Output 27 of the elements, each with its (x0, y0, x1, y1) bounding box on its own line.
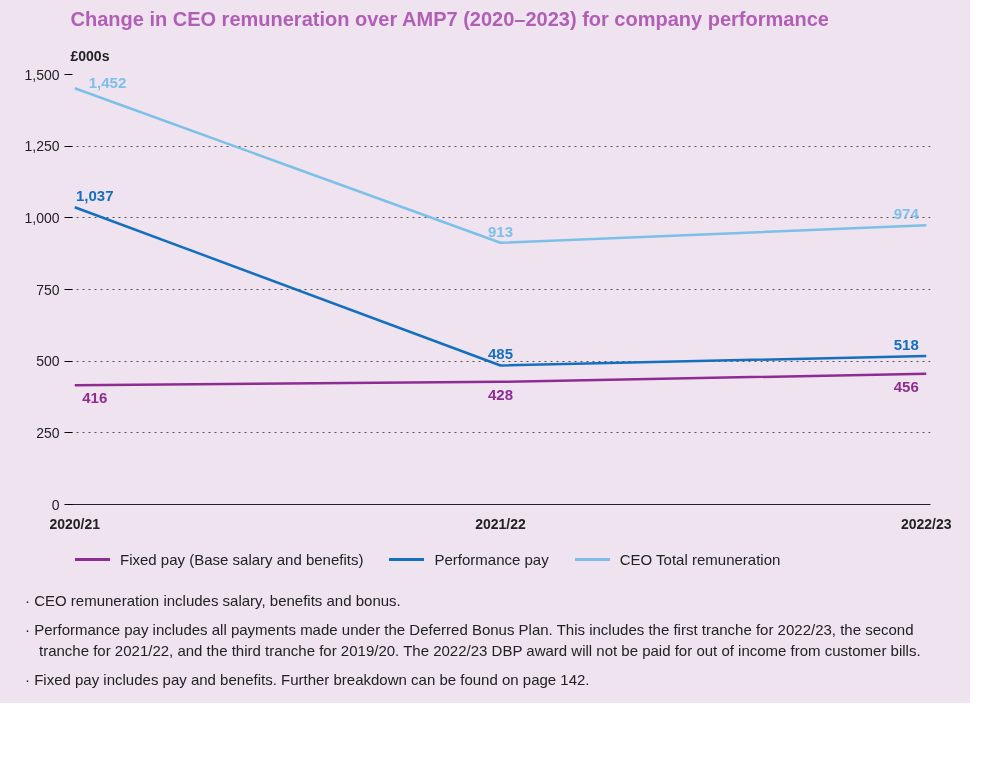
y-tick-label: 750 (36, 281, 60, 298)
y-axis-title: £000s (70, 47, 110, 64)
legend-label: Fixed pay (Base salary and benefits) (119, 549, 364, 570)
y-tick-label: 250 (36, 424, 60, 441)
legend-label: CEO Total remuneration (618, 549, 781, 570)
x-tick-label: 2022/23 (900, 515, 952, 532)
y-tick-label: 1,000 (24, 209, 60, 226)
y-tick-label: 0 (51, 496, 60, 513)
data-label: 518 (893, 336, 919, 354)
text: · Fixed pay includes pay and benefits. Further breakdown can be found on page 142. (25, 670, 591, 691)
text: · CEO remuneration includes salary, benefits and bonus. (25, 591, 402, 612)
data-label: 456 (893, 377, 919, 395)
y-tick-label: 1,500 (24, 66, 60, 83)
x-tick-label: 2021/22 (475, 515, 527, 532)
x-tick-label: 2020/21 (49, 515, 101, 532)
data-label: 974 (893, 205, 920, 223)
data-label: 913 (487, 222, 514, 240)
y-tick-label: 1,250 (24, 138, 60, 155)
data-label: 1,452 (88, 74, 127, 92)
text: · Performance pay includes all payments made under the Deferred Bonus Plan. This includes the first tranche for 2022/23, the second tranche for 2021/22, and the third tranche for 2019/20. The 2022/23 DBP award will not be paid for out of income from customer bills. (25, 620, 922, 662)
data-label: 416 (82, 389, 108, 407)
legend-label: Performance pay (433, 549, 549, 570)
y-tick-label: 500 (36, 353, 60, 370)
chart-title: Change in CEO remuneration over AMP7 (2020–2023) for company performance (70, 7, 829, 30)
data-label: 428 (487, 385, 514, 403)
data-label: 485 (487, 345, 514, 363)
data-label: 1,037 (75, 187, 114, 205)
